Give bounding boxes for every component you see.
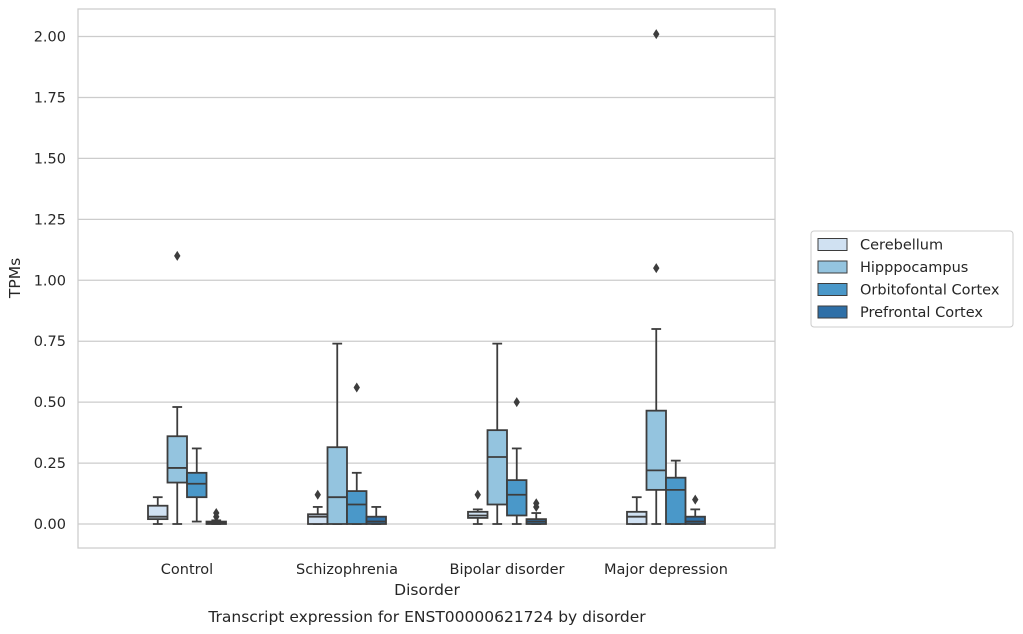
box-group <box>486 342 508 525</box>
y-tick-label: 1.50 <box>34 151 66 167</box>
box-group <box>645 29 667 525</box>
legend-swatch <box>817 305 848 319</box>
box-iqr <box>186 471 208 499</box>
outlier-point <box>653 263 660 274</box>
y-tick-labels: 0.00 0.25 0.50 0.75 1.00 1.25 1.50 1.75 2.00 <box>34 30 66 534</box>
y-tick-label: 1.25 <box>34 212 66 228</box>
box-group <box>186 447 208 523</box>
outlier-point <box>653 29 660 40</box>
x-tick-label: Control <box>161 562 213 578</box>
legend-frame <box>810 230 1014 328</box>
box-group <box>684 494 706 525</box>
legend-swatch <box>817 283 848 296</box>
box-iqr <box>365 515 387 525</box>
box-iqr <box>626 510 648 525</box>
outlier-point <box>474 489 481 500</box>
legend-label: Cerebellum <box>860 238 943 254</box>
legend-label: Orbitofontal Cortex <box>860 283 1000 299</box>
box-iqr <box>684 515 706 525</box>
outlier-point <box>213 508 220 519</box>
y-tick-label: 0.50 <box>34 395 66 411</box>
outlier-point <box>314 489 321 500</box>
box-group <box>626 496 648 525</box>
legend-label: Prefrontal Cortex <box>860 305 983 321</box>
box-group <box>525 498 547 525</box>
box-iqr <box>645 409 667 491</box>
x-tick-label: Schizophrenia <box>296 562 398 578</box>
box-iqr <box>506 479 528 517</box>
outlier-point <box>513 397 520 408</box>
y-tick-label: 2.00 <box>34 30 66 46</box>
y-tick-label: 1.00 <box>34 273 66 289</box>
box-iqr <box>665 476 687 525</box>
box-group <box>665 459 687 525</box>
box-group <box>467 489 489 525</box>
outlier-point <box>174 250 181 261</box>
legend-label: Hipppocampus <box>860 260 968 276</box>
legend-swatch <box>817 238 848 251</box>
y-tick-label: 0.75 <box>34 334 66 350</box>
x-tick-label: Major depression <box>604 562 728 578</box>
legend-swatch <box>817 260 848 274</box>
box-iqr <box>307 513 329 525</box>
outlier-point <box>533 498 540 509</box>
box-group <box>365 506 387 525</box>
x-tick-labels: Control Schizophrenia Bipolar disorder Majo… <box>161 562 728 578</box>
x-tick-label: Bipolar disorder <box>450 562 565 578</box>
box-group <box>506 397 528 525</box>
chart-title: Transcript expression for ENST0000062172… <box>207 608 646 626</box>
y-gridlines <box>78 35 775 525</box>
box-iqr <box>147 504 169 521</box>
box-group <box>346 382 368 525</box>
box-iqr <box>326 446 348 525</box>
legend: Cerebellum Hipppocampus Orbitofontal Corte… <box>810 230 1014 328</box>
box-iqr <box>486 429 508 506</box>
box-group <box>166 250 188 525</box>
y-tick-label: 0.00 <box>34 517 66 533</box>
box-iqr <box>346 490 368 525</box>
box-group <box>326 342 348 525</box>
x-axis-title: Disorder <box>394 581 460 599</box>
plot-frame <box>77 8 776 549</box>
y-axis-title: TPMs <box>6 258 24 299</box>
outlier-point <box>353 382 360 393</box>
box-iqr <box>166 435 188 484</box>
y-tick-label: 0.25 <box>34 456 66 472</box>
box-group <box>205 508 227 525</box>
box-group <box>147 496 169 525</box>
y-tick-label: 1.75 <box>34 90 66 106</box>
box-marks <box>147 29 706 525</box>
outlier-point <box>692 494 699 505</box>
